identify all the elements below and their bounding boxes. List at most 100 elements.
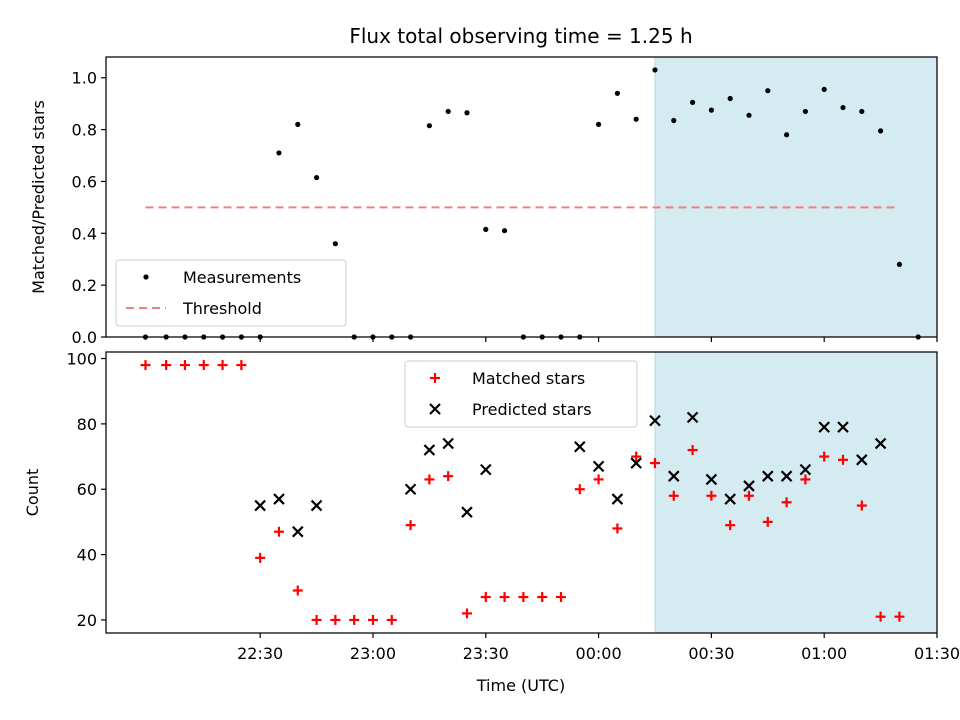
measurements-point xyxy=(501,228,508,234)
predicted-stars-point xyxy=(856,454,868,466)
predicted-stars-point xyxy=(630,457,642,469)
predicted-stars-point xyxy=(705,473,718,486)
matched-stars-point xyxy=(631,451,642,462)
measurements-point xyxy=(727,95,733,102)
matched-stars-point xyxy=(499,592,510,603)
ratio-panel-frame xyxy=(105,56,938,338)
matched-stars-point xyxy=(367,614,378,625)
predicted-stars-point xyxy=(818,421,830,433)
predicted-stars-point xyxy=(611,493,624,505)
measurements-point xyxy=(840,104,846,111)
matched-stars-point xyxy=(781,497,792,508)
legend-swatch-predicted-stars xyxy=(429,403,441,415)
matched-stars-point xyxy=(424,474,435,485)
matched-stars-point xyxy=(217,360,228,371)
predicted-stars-point xyxy=(310,499,323,512)
predicted-stars-point xyxy=(291,525,304,538)
predicted-stars-point xyxy=(404,483,417,496)
y-tick-label: 80 xyxy=(77,415,97,434)
predicted-stars-point xyxy=(780,470,793,482)
count-panel-frame xyxy=(105,351,938,634)
chart-title: Flux total observing time = 1.25 h xyxy=(349,24,692,48)
legend-label-measurements: Measurements xyxy=(183,268,301,287)
matched-stars-point xyxy=(518,592,529,603)
legend-label-matched-stars: Matched stars xyxy=(472,369,585,388)
x-axis-label: Time (UTC) xyxy=(476,676,565,695)
predicted-stars-point xyxy=(273,493,285,505)
measurements-point xyxy=(464,110,470,116)
measurements-point xyxy=(332,241,338,247)
x-tick-label: 01:30 xyxy=(914,644,960,663)
predicted-stars-point xyxy=(762,470,774,482)
matched-stars-point xyxy=(443,471,454,482)
y-tick-label: 0.8 xyxy=(72,121,97,140)
predicted-stars-point xyxy=(461,506,473,518)
predicted-stars-point xyxy=(592,460,605,473)
matched-stars-point xyxy=(236,360,247,371)
predicted-stars-point xyxy=(254,499,266,512)
matched-stars-point xyxy=(330,614,341,625)
matched-stars-point xyxy=(198,360,209,371)
matched-stars-point xyxy=(856,500,867,511)
x-tick-label: 22:30 xyxy=(237,644,283,663)
measurements-point xyxy=(633,116,639,122)
measurements-point xyxy=(802,108,808,115)
matched-stars-point xyxy=(725,520,736,531)
matched-stars-point xyxy=(349,614,360,625)
ratio-y-axis-label: Matched/Predicted stars xyxy=(29,100,48,294)
matched-stars-point xyxy=(273,526,284,537)
matched-stars-point xyxy=(649,458,660,469)
predicted-stars-point xyxy=(649,414,661,427)
predicted-stars-point xyxy=(724,493,736,505)
predicted-stars-point xyxy=(423,444,436,456)
measurements-point xyxy=(426,123,432,129)
predicted-stars-point xyxy=(874,437,887,450)
matched-stars-point xyxy=(593,474,604,485)
matched-stars-point xyxy=(687,445,698,456)
measurements-point xyxy=(859,108,865,115)
measurements-point xyxy=(708,107,714,113)
y-tick-label: 1.0 xyxy=(72,69,97,88)
matched-stars-point xyxy=(668,490,679,501)
highlight-span-bottom xyxy=(654,351,938,634)
x-tick-label: 01:00 xyxy=(801,644,847,663)
y-tick-label: 0.6 xyxy=(72,172,97,191)
measurements-point xyxy=(276,150,282,156)
matched-stars-point xyxy=(555,592,566,603)
matched-stars-point xyxy=(574,484,585,495)
measurements-point xyxy=(483,226,489,233)
matched-stars-point xyxy=(140,360,151,371)
y-tick-label: 20 xyxy=(77,611,97,630)
matched-stars-point xyxy=(837,454,848,465)
measurements-point xyxy=(689,99,696,105)
legend-swatch-matched-stars xyxy=(430,373,440,383)
measurements-point xyxy=(896,261,902,268)
x-tick-label: 23:00 xyxy=(350,644,396,663)
matched-stars-point xyxy=(480,592,491,603)
x-tick-label: 00:30 xyxy=(688,644,734,663)
x-tick-label: 23:30 xyxy=(463,644,509,663)
y-tick-label: 0.0 xyxy=(72,328,97,347)
matched-stars-point xyxy=(537,592,548,603)
measurements-point xyxy=(783,132,790,138)
matched-stars-point xyxy=(405,520,416,531)
predicted-stars-point xyxy=(668,470,680,482)
y-tick-label: 0.4 xyxy=(72,224,97,243)
matched-stars-point xyxy=(461,608,472,619)
measurements-point xyxy=(746,112,752,118)
predicted-stars-point xyxy=(743,480,755,492)
y-tick-label: 60 xyxy=(77,480,97,499)
matched-stars-point xyxy=(894,611,905,622)
measurements-point xyxy=(671,117,677,124)
measurements-point xyxy=(445,108,451,115)
matched-stars-point xyxy=(762,516,773,527)
legend-label-threshold: Threshold xyxy=(182,299,262,318)
predicted-stars-point xyxy=(574,440,586,453)
matched-stars-point xyxy=(800,474,811,485)
matched-stars-point xyxy=(819,451,830,462)
matched-stars-point xyxy=(875,611,886,622)
predicted-stars-point xyxy=(837,421,849,433)
legend-box xyxy=(404,360,638,428)
measurements-point xyxy=(595,121,602,128)
